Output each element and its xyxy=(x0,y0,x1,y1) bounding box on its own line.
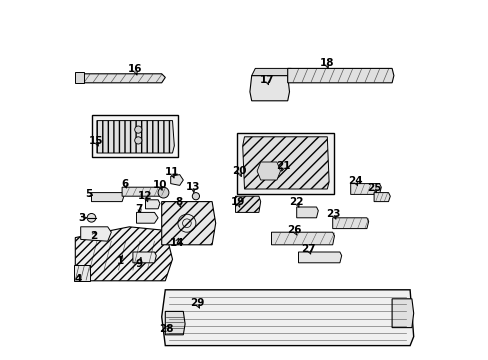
Polygon shape xyxy=(271,232,334,245)
Text: 12: 12 xyxy=(138,191,152,201)
Polygon shape xyxy=(373,193,389,202)
Polygon shape xyxy=(165,311,185,335)
Circle shape xyxy=(134,137,142,144)
Text: 25: 25 xyxy=(367,183,381,193)
Text: 27: 27 xyxy=(301,244,315,254)
Text: 6: 6 xyxy=(121,179,128,189)
Polygon shape xyxy=(251,68,291,76)
Polygon shape xyxy=(91,193,123,202)
Polygon shape xyxy=(75,227,172,281)
Polygon shape xyxy=(249,76,289,101)
Polygon shape xyxy=(257,162,280,180)
Text: 20: 20 xyxy=(231,166,246,176)
Circle shape xyxy=(158,187,168,198)
Polygon shape xyxy=(97,121,174,153)
Text: 10: 10 xyxy=(152,180,167,190)
Text: 2: 2 xyxy=(89,231,97,241)
Polygon shape xyxy=(298,252,341,263)
Text: 13: 13 xyxy=(186,182,200,192)
Text: 15: 15 xyxy=(89,136,103,146)
Polygon shape xyxy=(145,200,160,209)
Text: 19: 19 xyxy=(230,197,244,207)
Polygon shape xyxy=(122,187,165,196)
Polygon shape xyxy=(79,74,165,83)
Text: 21: 21 xyxy=(276,161,290,171)
Text: 29: 29 xyxy=(189,298,204,308)
Text: 22: 22 xyxy=(289,197,304,207)
Text: 14: 14 xyxy=(169,238,184,248)
Circle shape xyxy=(179,210,183,215)
Text: 4: 4 xyxy=(74,274,81,284)
Polygon shape xyxy=(235,196,260,212)
Circle shape xyxy=(177,208,186,217)
Text: 3: 3 xyxy=(78,213,85,223)
Polygon shape xyxy=(332,218,368,229)
Polygon shape xyxy=(136,212,158,223)
Polygon shape xyxy=(350,184,381,194)
Polygon shape xyxy=(73,265,89,281)
Polygon shape xyxy=(172,232,190,241)
Text: 16: 16 xyxy=(127,64,142,74)
Text: 7: 7 xyxy=(135,204,143,214)
Polygon shape xyxy=(170,175,183,185)
Polygon shape xyxy=(75,72,84,83)
Text: 26: 26 xyxy=(286,225,301,235)
Circle shape xyxy=(87,213,96,222)
Bar xyxy=(237,133,334,194)
Text: 18: 18 xyxy=(319,58,333,68)
Bar xyxy=(91,115,178,157)
Polygon shape xyxy=(162,290,413,346)
Text: 17: 17 xyxy=(259,75,274,85)
Text: 24: 24 xyxy=(347,176,362,186)
Polygon shape xyxy=(81,227,111,241)
Circle shape xyxy=(134,126,142,133)
Text: 28: 28 xyxy=(159,324,173,334)
Polygon shape xyxy=(391,299,413,328)
Text: 9: 9 xyxy=(136,258,142,269)
Text: 8: 8 xyxy=(175,197,182,207)
Text: 5: 5 xyxy=(85,189,92,199)
Polygon shape xyxy=(287,68,393,83)
Text: 23: 23 xyxy=(326,209,340,219)
Polygon shape xyxy=(133,252,156,263)
Text: 11: 11 xyxy=(164,167,179,177)
Polygon shape xyxy=(162,202,215,245)
Circle shape xyxy=(192,193,199,200)
Polygon shape xyxy=(296,207,318,218)
Text: 1: 1 xyxy=(117,256,123,266)
Polygon shape xyxy=(242,137,328,189)
